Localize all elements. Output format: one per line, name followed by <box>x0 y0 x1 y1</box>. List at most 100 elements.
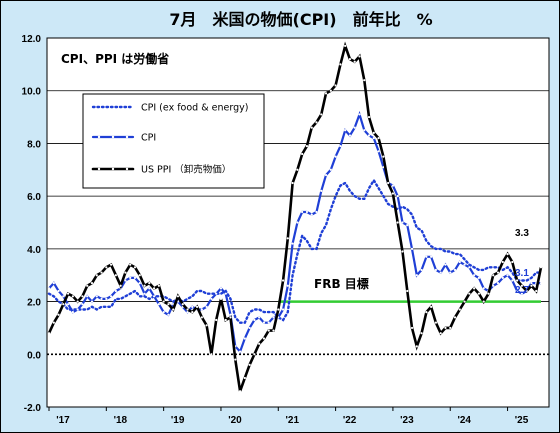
x-tick-label: '23 <box>400 415 414 426</box>
cpi-point <box>301 210 304 214</box>
cpi-point <box>262 321 266 324</box>
cpi-point <box>57 289 60 293</box>
cpi-point <box>62 295 65 298</box>
ppi-point <box>458 308 461 311</box>
ppi-point <box>267 329 270 332</box>
ppi-point <box>334 84 337 87</box>
ppi-point <box>516 279 519 282</box>
cpi-point <box>520 292 523 295</box>
cpi-point <box>152 295 156 298</box>
ppi-point <box>301 152 304 156</box>
cpi-point <box>410 247 414 250</box>
cpi-point <box>363 129 366 132</box>
ppi-point <box>124 271 127 274</box>
x-tick-label: '18 <box>114 415 128 426</box>
ppi-point <box>248 363 251 366</box>
cpi-point <box>339 144 342 148</box>
cpi-point <box>420 268 423 272</box>
ppi-point <box>496 271 500 274</box>
ppi-point <box>86 284 89 287</box>
cpi-point <box>95 295 98 298</box>
cpi-point <box>501 276 504 279</box>
end-value-label: 3.1 <box>515 268 529 279</box>
ppi-point <box>315 121 318 124</box>
cpi-point <box>425 255 428 258</box>
cpi-point <box>348 134 352 137</box>
ppi-point <box>434 321 438 324</box>
cpi-point <box>124 279 127 282</box>
chart-title: 7月 米国の物価(CPI) 前年比 % <box>169 10 432 29</box>
ppi-point <box>520 284 523 287</box>
ppi-point <box>367 115 371 119</box>
ppi-point <box>52 321 55 324</box>
ppi-point <box>62 303 65 306</box>
ppi-point <box>482 300 485 303</box>
ppi-point <box>172 308 175 311</box>
ppi-point <box>262 337 266 340</box>
ppi-point <box>47 332 51 335</box>
y-tick-label: 12.0 <box>22 34 42 45</box>
cpi-point <box>530 282 533 285</box>
ppi-point <box>81 295 84 298</box>
cpi-point <box>511 279 514 282</box>
ppi-point <box>162 300 165 303</box>
ppi-point <box>95 274 98 277</box>
ppi-point <box>511 260 514 264</box>
ppi-point <box>382 155 385 158</box>
ppi-point <box>329 89 332 92</box>
ppi-point <box>310 126 313 129</box>
cpi-point <box>200 308 203 311</box>
ppi-point <box>305 144 309 148</box>
cpi-point <box>47 287 51 290</box>
cpi-point <box>90 300 94 303</box>
legend-marker <box>111 135 115 139</box>
cpi-point <box>492 284 495 287</box>
cpi-point <box>210 297 213 301</box>
x-tick-label: '22 <box>343 415 357 426</box>
ppi-point <box>219 297 223 301</box>
ppi-point <box>453 316 457 319</box>
ppi-point <box>238 390 242 393</box>
ppi-point <box>105 266 108 269</box>
cpi-point <box>449 271 452 274</box>
cpi-point <box>367 134 371 137</box>
cpi-point <box>148 287 151 290</box>
legend: CPI (ex food & energy) CPI US PPI （卸売物価） <box>82 93 265 189</box>
legend-marker <box>97 135 101 139</box>
cpi-point <box>344 129 347 132</box>
cpi-point <box>157 303 160 306</box>
legend-label: CPI <box>141 133 156 144</box>
cpi-point <box>430 255 433 258</box>
ppi-point <box>224 318 227 322</box>
cpi-point <box>439 271 442 274</box>
ppi-point <box>133 266 137 269</box>
ppi-point <box>539 266 543 269</box>
x-tick-label: '25 <box>515 415 529 426</box>
cpi-point <box>372 137 375 140</box>
cpi-point <box>516 289 519 293</box>
cpi-point <box>506 274 509 277</box>
cpi-point <box>539 282 543 285</box>
cpi-point <box>186 311 189 314</box>
cpi-point <box>205 305 208 308</box>
x-tick-label: '19 <box>171 415 185 426</box>
ppi-point <box>353 60 356 63</box>
y-tick-label: 10.0 <box>22 87 42 98</box>
cpi-point <box>310 213 313 216</box>
ppi-point <box>243 376 246 380</box>
cpi-point <box>324 173 328 177</box>
ppi-point <box>358 55 361 58</box>
cpi-point <box>229 313 232 316</box>
legend-marker <box>97 167 101 171</box>
cpi-point <box>291 242 294 245</box>
end-value-label: 2.7 <box>515 285 529 296</box>
ppi-point <box>272 329 275 332</box>
target-label: FRB 目標 <box>314 276 369 291</box>
cpi-point <box>100 297 103 301</box>
ppi-point <box>473 287 476 290</box>
cpi-point <box>444 263 447 266</box>
ppi-point <box>71 295 74 298</box>
cpi-point <box>496 282 500 285</box>
cpi-point <box>167 313 170 316</box>
ppi-point <box>501 260 504 264</box>
